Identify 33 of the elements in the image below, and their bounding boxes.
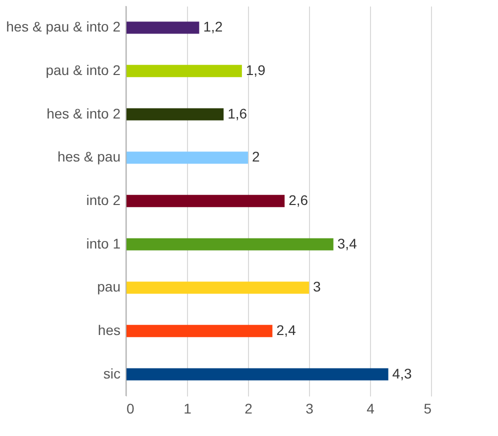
x-tick-label: 5 (424, 400, 432, 416)
y-tick-label: hes & pau (57, 148, 120, 165)
bar (126, 152, 248, 164)
data-label: 3,4 (337, 235, 358, 252)
bar (126, 368, 388, 380)
data-label: 2,6 (288, 192, 308, 208)
y-tick-label: hes & into 2 (46, 105, 121, 122)
bar (126, 238, 334, 250)
bar (126, 194, 285, 208)
y-tick-label: sic (103, 365, 120, 382)
bar (126, 282, 309, 294)
data-label: 1,6 (228, 105, 248, 122)
bar (126, 324, 272, 338)
data-label: 1,2 (203, 18, 223, 35)
data-label: 3 (313, 278, 321, 295)
x-tick-label: 2 (244, 400, 253, 416)
y-tick-label: hes (98, 322, 120, 338)
y-tick-label: hes & pau & into 2 (6, 18, 121, 35)
x-tick-label: 3 (306, 400, 314, 416)
x-tick-label: 4 (366, 400, 375, 416)
y-tick-label: pau (97, 278, 120, 295)
data-label: 2 (252, 148, 260, 165)
bar (126, 22, 200, 34)
x-tick-label: 1 (184, 400, 192, 416)
y-tick-label: into 2 (86, 192, 121, 208)
x-tick-label: 0 (126, 400, 134, 416)
data-label: 4,3 (392, 365, 412, 382)
data-label: 2,4 (276, 322, 296, 338)
y-tick-label: into 1 (86, 235, 121, 252)
bar (126, 64, 242, 78)
bar (126, 108, 224, 120)
data-label: 1,9 (246, 62, 266, 78)
y-tick-label: pau & into 2 (46, 62, 121, 78)
